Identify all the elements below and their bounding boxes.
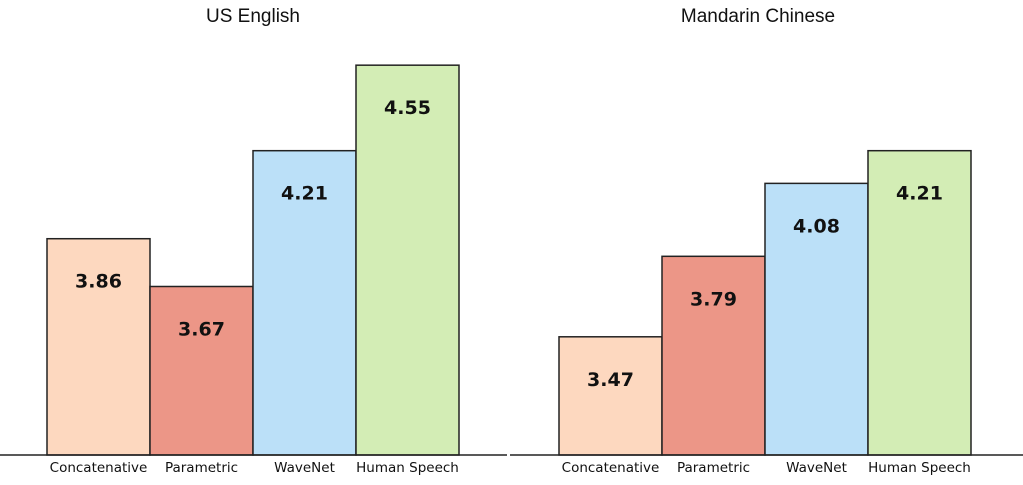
x-tick-label: Concatenative: [50, 460, 148, 476]
bar-wavenet: [252, 149, 357, 456]
chart-title: Mandarin Chinese: [681, 6, 835, 27]
x-tick-label: Human Speech: [356, 460, 459, 476]
bar-human-speech: [355, 64, 460, 456]
data-label: 4.55: [384, 97, 431, 119]
bar-human-speech: [867, 149, 972, 456]
chart-panel-mandarin-chinese: Mandarin Chinese 3.47 Concatenative 3.79 Pa…: [510, 6, 1023, 476]
bar-concatenative: [558, 336, 663, 456]
x-tick-label: Parametric: [165, 460, 238, 476]
data-label: 3.79: [690, 288, 737, 310]
x-tick-label: Parametric: [677, 460, 750, 476]
x-tick-label: WaveNet: [786, 460, 847, 476]
data-label: 4.21: [281, 183, 328, 205]
data-label: 4.08: [793, 215, 840, 237]
chart-panel-us-english: US English 3.86 Concatenative 3.67 Parametr…: [0, 6, 507, 476]
bar-parametric: [149, 285, 254, 456]
data-label: 3.86: [75, 271, 122, 293]
x-tick-label: Human Speech: [868, 460, 971, 476]
bar-parametric: [661, 255, 766, 456]
data-label: 3.67: [178, 318, 225, 340]
x-tick-label: WaveNet: [274, 460, 335, 476]
x-tick-label: Concatenative: [562, 460, 660, 476]
bar-concatenative: [46, 237, 151, 456]
data-label: 4.21: [896, 183, 943, 205]
data-label: 3.47: [587, 369, 634, 391]
chart-title: US English: [206, 6, 300, 27]
